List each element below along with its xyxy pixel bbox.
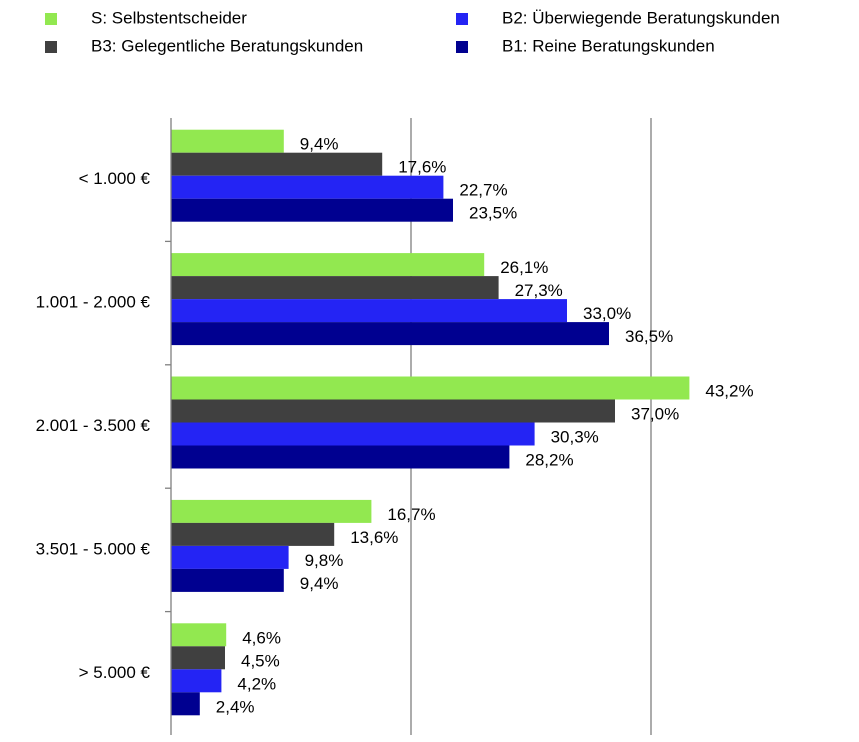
data-label: 13,6%	[350, 528, 398, 547]
data-label: 4,5%	[241, 651, 280, 670]
bar	[171, 253, 485, 277]
data-label: 4,2%	[237, 674, 276, 693]
bar	[171, 399, 615, 423]
bar	[171, 198, 453, 222]
y-tick-label: > 5.000 €	[79, 663, 151, 682]
y-tick-label: 2.001 - 3.500 €	[36, 416, 151, 435]
bar	[171, 422, 535, 446]
bar	[171, 692, 200, 716]
legend-label: S: Selbstentscheider	[91, 8, 247, 27]
data-label: 22,7%	[459, 181, 507, 200]
bar	[171, 152, 383, 176]
legend-swatch	[45, 41, 57, 53]
bar	[171, 376, 690, 400]
legend-label: B1: Reine Beratungskunden	[502, 36, 715, 55]
data-label: 27,3%	[515, 281, 563, 300]
bar	[171, 545, 289, 569]
y-tick-label: < 1.000 €	[79, 169, 151, 188]
bar	[171, 568, 284, 592]
legend-swatch	[456, 13, 468, 25]
data-label: 23,5%	[469, 204, 517, 223]
legend-swatch	[45, 13, 57, 25]
data-label: 37,0%	[631, 404, 679, 423]
data-label: 36,5%	[625, 327, 673, 346]
bar	[171, 175, 444, 199]
bar	[171, 129, 284, 153]
data-label: 4,6%	[242, 628, 281, 647]
data-label: 33,0%	[583, 304, 631, 323]
data-label: 26,1%	[500, 258, 548, 277]
bar	[171, 276, 499, 300]
y-tick-label: 3.501 - 5.000 €	[36, 539, 151, 558]
bar	[171, 646, 225, 670]
data-label: 9,8%	[305, 551, 344, 570]
bar	[171, 499, 372, 523]
data-label: 28,2%	[525, 450, 573, 469]
legend-label: B3: Gelegentliche Beratungskunden	[91, 36, 363, 55]
data-label: 17,6%	[398, 158, 446, 177]
bar	[171, 669, 222, 693]
bar	[171, 445, 510, 469]
data-label: 9,4%	[300, 135, 339, 154]
bar	[171, 299, 567, 323]
data-label: 30,3%	[551, 427, 599, 446]
data-label: 2,4%	[216, 697, 255, 716]
y-tick-label: 1.001 - 2.000 €	[36, 293, 151, 312]
legend-label: B2: Überwiegende Beratungskunden	[502, 8, 780, 27]
bar	[171, 322, 609, 346]
data-label: 9,4%	[300, 574, 339, 593]
legend-swatch	[456, 41, 468, 53]
bar	[171, 623, 227, 647]
bar	[171, 522, 335, 546]
data-label: 43,2%	[705, 381, 753, 400]
data-label: 16,7%	[387, 505, 435, 524]
